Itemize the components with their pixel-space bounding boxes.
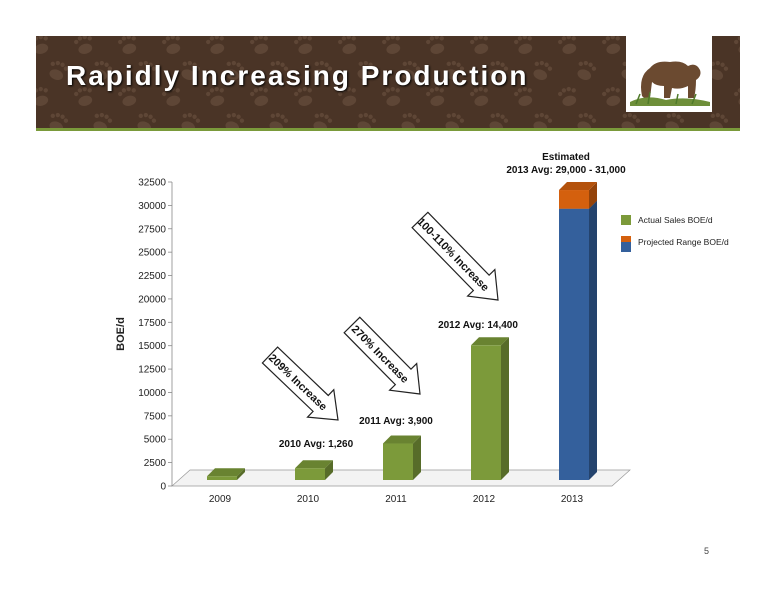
bar-top bbox=[207, 468, 245, 477]
title-banner bbox=[36, 36, 740, 128]
x-tick-label: 2011 bbox=[385, 494, 407, 505]
page-number: 5 bbox=[704, 546, 710, 556]
bar-top bbox=[559, 182, 597, 191]
x-tick-label: 2012 bbox=[473, 494, 496, 505]
increase-arrow-2010-label: 209% Increase bbox=[266, 352, 329, 413]
estimated-title: Estimated bbox=[542, 152, 590, 163]
bar-2011 bbox=[383, 443, 413, 480]
y-tick-label: 27500 bbox=[138, 224, 166, 235]
bar-top bbox=[383, 435, 421, 444]
increase-arrow-2011-shape bbox=[343, 316, 421, 395]
x-tick-label: 2009 bbox=[209, 494, 232, 505]
banner-accent-line bbox=[36, 128, 740, 131]
increase-arrow-2012-shape bbox=[411, 211, 499, 301]
y-tick-label: 32500 bbox=[138, 178, 166, 189]
legend-label-projected: Projected Range BOE/d bbox=[638, 237, 729, 247]
legend-swatch-actual bbox=[621, 215, 631, 225]
y-tick-label: 5000 bbox=[144, 435, 167, 446]
bar-side bbox=[237, 468, 245, 480]
bar-side bbox=[413, 435, 421, 480]
bar-annotation: 2010 Avg: 1,260 bbox=[279, 439, 354, 450]
bar-2010 bbox=[295, 468, 325, 480]
y-tick-label: 7500 bbox=[144, 411, 167, 422]
bar-side bbox=[589, 200, 597, 480]
increase-arrow-2012: 100-110% Increase bbox=[411, 211, 499, 301]
y-tick-label: 25000 bbox=[138, 248, 166, 259]
legend-label-actual: Actual Sales BOE/d bbox=[638, 215, 713, 225]
y-tick-label: 22500 bbox=[138, 271, 166, 282]
x-tick-label: 2010 bbox=[297, 494, 320, 505]
bar-2009 bbox=[207, 476, 237, 480]
legend-swatch-range bbox=[621, 236, 631, 242]
legend-swatch-base bbox=[621, 242, 631, 252]
slide-title: Rapidly Increasing Production bbox=[66, 60, 529, 91]
y-tick-label: 15000 bbox=[138, 341, 166, 352]
bar-2013 bbox=[559, 208, 589, 480]
bar-annotation: 2011 Avg: 3,900 bbox=[359, 416, 433, 427]
increase-arrow-2011-label: 270% Increase bbox=[349, 323, 411, 385]
y-tick-label: 0 bbox=[160, 482, 166, 493]
y-tick-label: 12500 bbox=[138, 365, 166, 376]
increase-arrow-2010-shape bbox=[261, 346, 339, 421]
increase-arrow-2011: 270% Increase bbox=[343, 316, 421, 395]
x-tick-label: 2013 bbox=[561, 494, 584, 505]
increase-arrow-2010: 209% Increase bbox=[261, 346, 339, 421]
bar-2013 bbox=[559, 190, 589, 209]
y-tick-label: 17500 bbox=[138, 318, 166, 329]
y-axis-label: BOE/d bbox=[115, 317, 127, 351]
bar-side bbox=[325, 460, 333, 480]
y-tick-label: 20000 bbox=[138, 294, 166, 305]
bar-side bbox=[589, 182, 597, 209]
bar-2012 bbox=[471, 345, 501, 480]
y-tick-label: 10000 bbox=[138, 388, 166, 399]
increase-arrow-2012-label: 100-110% Increase bbox=[414, 216, 490, 294]
y-tick-label: 30000 bbox=[138, 201, 166, 212]
bar-side bbox=[501, 337, 509, 480]
estimated-detail: 2013 Avg: 29,000 - 31,000 bbox=[506, 165, 626, 176]
y-tick-label: 2500 bbox=[144, 458, 167, 469]
bar-annotation: 2012 Avg: 14,400 bbox=[438, 320, 518, 331]
bear-logo-icon bbox=[626, 36, 712, 112]
bar-top bbox=[295, 460, 333, 469]
bar-top bbox=[471, 337, 509, 346]
